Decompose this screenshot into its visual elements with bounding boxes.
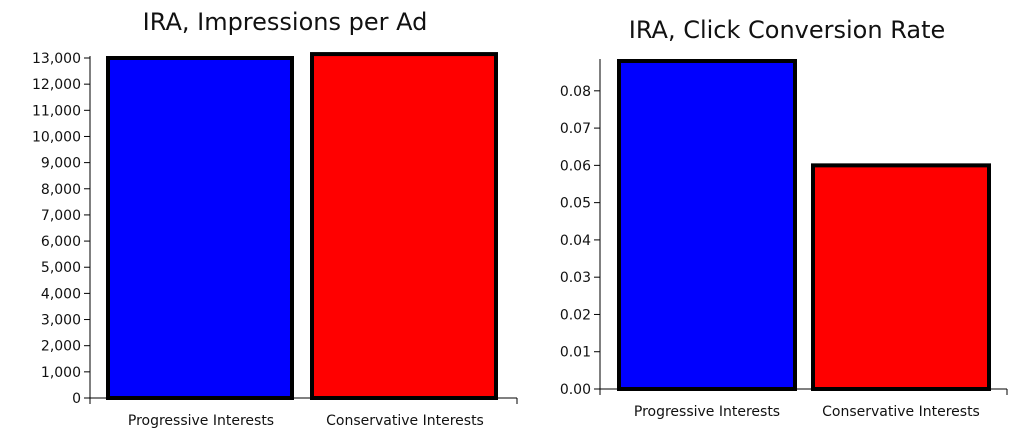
y-tick-label: 6,000 — [41, 234, 81, 250]
y-tick-label: 0 — [72, 391, 81, 407]
x-category-label: Progressive Interests — [634, 404, 780, 420]
y-tick-label: 7,000 — [41, 208, 81, 224]
y-tick-label: 3,000 — [41, 313, 81, 329]
y-tick-label: 13,000 — [32, 51, 81, 67]
chart-title-conversion-rate: IRA, Click Conversion Rate — [629, 16, 946, 44]
y-tick-label: 0.01 — [560, 345, 591, 361]
y-tick-label: 12,000 — [32, 77, 81, 93]
y-tick-label: 0.08 — [560, 84, 591, 100]
x-category-label: Conservative Interests — [822, 404, 980, 420]
bar-progressive-interests — [617, 59, 797, 391]
y-tick-label: 0.07 — [560, 121, 591, 137]
y-tick-label: 0.00 — [560, 382, 591, 398]
bar-conservative-interests — [811, 163, 991, 391]
y-tick-label: 0.03 — [560, 270, 591, 286]
y-tick-label: 0.05 — [560, 196, 591, 212]
chart-title-impressions: IRA, Impressions per Ad — [143, 8, 428, 36]
y-tick-label: 5,000 — [41, 260, 81, 276]
y-tick-label: 11,000 — [32, 103, 81, 119]
bar-progressive-interests — [106, 56, 294, 400]
y-tick-label: 0.04 — [560, 233, 591, 249]
y-tick-label: 0.06 — [560, 158, 591, 174]
y-tick-label: 10,000 — [32, 129, 81, 145]
y-tick-label: 2,000 — [41, 339, 81, 355]
impressions-per-ad-chart: IRA, Impressions per Ad 0 1,000 2,000 3,000 4… — [32, 8, 518, 429]
click-conversion-rate-chart: IRA, Click Conversion Rate 0.00 0.01 0.02 0.… — [560, 16, 1008, 420]
y-tick-label: 0.02 — [560, 307, 591, 323]
y-tick-label: 4,000 — [41, 286, 81, 302]
bar-conservative-interests — [310, 52, 498, 400]
x-category-label: Conservative Interests — [326, 413, 484, 429]
y-tick-label: 1,000 — [41, 365, 81, 381]
y-tick-label: 8,000 — [41, 182, 81, 198]
x-category-label: Progressive Interests — [128, 413, 274, 429]
y-tick-label: 9,000 — [41, 156, 81, 172]
